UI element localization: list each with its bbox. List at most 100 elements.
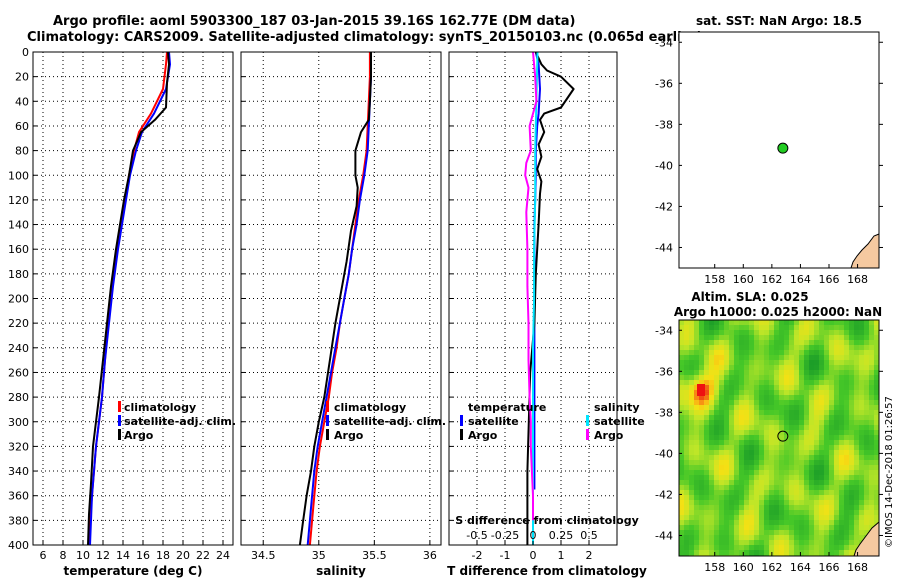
heatmap-cell — [699, 465, 704, 470]
heatmap-cell — [834, 360, 839, 365]
heatmap-cell — [854, 360, 859, 365]
heatmap-cell — [779, 320, 784, 325]
heatmap-cell — [799, 440, 804, 445]
heatmap-cell — [849, 440, 854, 445]
heatmap-cell — [714, 390, 719, 395]
heatmap-cell — [754, 360, 759, 365]
heatmap-cell — [729, 540, 734, 545]
heatmap-cell — [679, 480, 684, 485]
heatmap-cell — [844, 385, 849, 390]
heatmap-cell — [679, 395, 684, 400]
heatmap-cell — [794, 390, 799, 395]
heatmap-cell — [854, 445, 859, 450]
heatmap-cell — [764, 505, 769, 510]
heatmap-cell — [859, 390, 864, 395]
heatmap-cell — [849, 480, 854, 485]
heatmap-cell — [689, 395, 694, 400]
heatmap-cell — [749, 525, 754, 530]
heatmap-cell — [749, 375, 754, 380]
heatmap-cell — [859, 450, 864, 455]
heatmap-cell — [684, 485, 689, 490]
heatmap-cell — [699, 460, 704, 465]
heatmap-cell — [784, 535, 789, 540]
heatmap-cell — [694, 380, 699, 385]
heatmap-cell — [734, 385, 739, 390]
heatmap-cell — [679, 350, 684, 355]
heatmap-cell — [854, 385, 859, 390]
heatmap-cell — [814, 415, 819, 420]
heatmap-cell — [874, 465, 879, 470]
heatmap-cell — [834, 460, 839, 465]
heatmap-cell — [734, 345, 739, 350]
heatmap-cell — [859, 415, 864, 420]
heatmap-cell — [839, 530, 844, 535]
heatmap-cell — [739, 385, 744, 390]
heatmap-cell — [779, 410, 784, 415]
heatmap-cell — [774, 420, 779, 425]
figure-title-line2: Climatology: CARS2009. Satellite-adjuste… — [27, 30, 703, 45]
heatmap-cell — [799, 320, 804, 325]
heatmap-cell — [784, 450, 789, 455]
heatmap-cell — [839, 435, 844, 440]
heatmap-cell — [769, 490, 774, 495]
heatmap-cell — [684, 435, 689, 440]
heatmap-cell — [794, 405, 799, 410]
heatmap-cell — [694, 455, 699, 460]
heatmap-cell — [739, 455, 744, 460]
heatmap-cell — [724, 460, 729, 465]
heatmap-cell — [749, 385, 754, 390]
heatmap-cell — [874, 440, 879, 445]
heatmap-cell — [779, 370, 784, 375]
heatmap-cell — [834, 330, 839, 335]
heatmap-cell — [809, 520, 814, 525]
legend-label-climatology: climatology — [334, 401, 406, 414]
heatmap-cell — [819, 490, 824, 495]
heatmap-cell — [769, 400, 774, 405]
heatmap-cell — [864, 490, 869, 495]
heatmap-cell — [724, 490, 729, 495]
heatmap-cell — [819, 360, 824, 365]
heatmap-cell — [744, 505, 749, 510]
heatmap-cell — [724, 430, 729, 435]
heatmap-cell — [824, 415, 829, 420]
heatmap-cell — [809, 460, 814, 465]
heatmap-cell — [799, 365, 804, 370]
heatmap-cell — [684, 410, 689, 415]
heatmap-cell — [754, 450, 759, 455]
heatmap-cell — [714, 395, 719, 400]
heatmap-cell — [859, 510, 864, 515]
heatmap-cell — [799, 375, 804, 380]
heatmap-cell — [784, 335, 789, 340]
heatmap-cell — [684, 350, 689, 355]
heatmap-cell — [819, 410, 824, 415]
heatmap-cell — [774, 430, 779, 435]
heatmap-cell — [724, 480, 729, 485]
heatmap-cell — [719, 405, 724, 410]
heatmap-cell — [799, 360, 804, 365]
heatmap-cell — [824, 500, 829, 505]
heatmap-cell — [834, 500, 839, 505]
heatmap-cell — [839, 390, 844, 395]
heatmap-cell — [829, 520, 834, 525]
heatmap-cell — [814, 470, 819, 475]
heatmap-cell — [679, 490, 684, 495]
heatmap-cell — [749, 550, 754, 555]
heatmap-cell — [824, 370, 829, 375]
heatmap-cell — [704, 470, 709, 475]
heatmap-cell — [719, 535, 724, 540]
heatmap-cell — [689, 365, 694, 370]
heatmap-cell — [689, 430, 694, 435]
heatmap-cell — [729, 330, 734, 335]
x-tick-label: -1 — [500, 549, 511, 562]
heatmap-cell — [714, 415, 719, 420]
heatmap-cell — [749, 530, 754, 535]
heatmap-cell — [759, 445, 764, 450]
heatmap-cell — [679, 355, 684, 360]
heatmap-cell — [694, 420, 699, 425]
heatmap-cell — [849, 365, 854, 370]
heatmap-cell — [869, 350, 874, 355]
heatmap-cell — [814, 340, 819, 345]
heatmap-cell — [744, 405, 749, 410]
heatmap-cell — [874, 370, 879, 375]
heatmap-cell — [794, 340, 799, 345]
